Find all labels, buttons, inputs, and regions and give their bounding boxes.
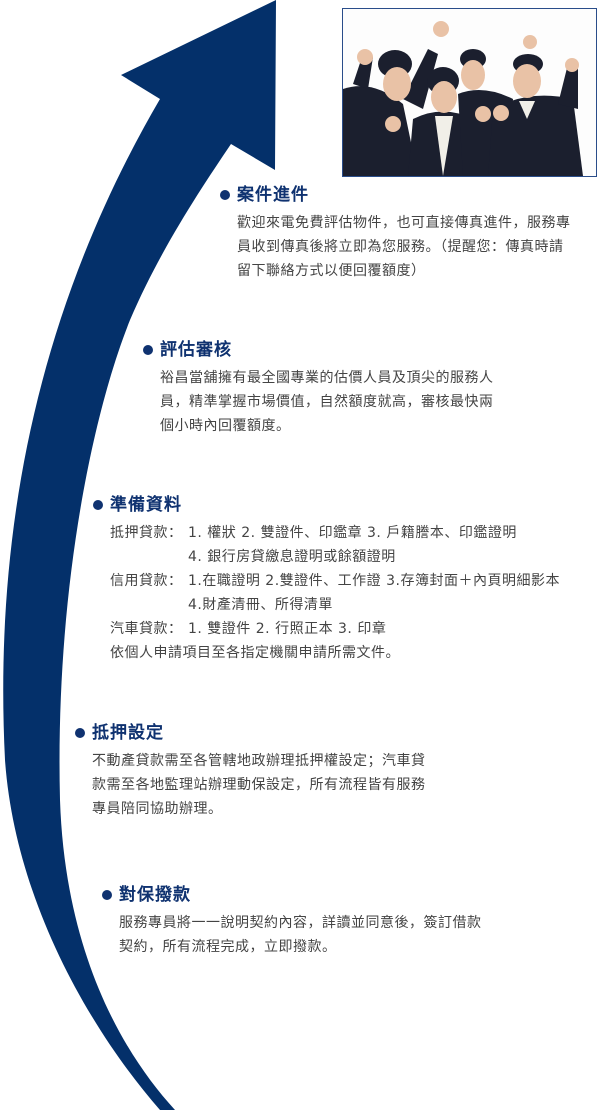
step-text: 契約，所有流程完成，立即撥款。 [119, 939, 337, 955]
step-prepare-documents: 準備資料 抵押貸款： 1. 權狀 2. 雙證件、印鑑章 3. 戶籍謄本、印鑑證明 4… [93, 493, 560, 665]
doc-row-car: 汽車貸款： 1. 雙證件 2. 行照正本 3. 印章 [110, 617, 560, 641]
step-text: 不動產貸款需至各管轄地政辦理抵押權設定；汽車貸 [92, 753, 426, 769]
step-text: 員收到傳真後將立即為您服務。（提醒您：傳真時請 [237, 239, 564, 255]
step-title: 抵押設定 [75, 721, 426, 745]
step-text: 歡迎來電免費評估物件，也可直接傳真進件，服務專 [237, 215, 571, 231]
bullet-icon [102, 890, 112, 900]
doc-row-mortgage: 抵押貸款： 1. 權狀 2. 雙證件、印鑑章 3. 戶籍謄本、印鑑證明 4. 銀行房… [110, 521, 560, 569]
doc-text: 1. 權狀 2. 雙證件、印鑑章 3. 戶籍謄本、印鑑證明 [188, 525, 517, 541]
bullet-icon [220, 190, 230, 200]
step-title-text: 抵押設定 [92, 723, 164, 743]
step-title: 對保撥款 [102, 883, 482, 907]
doc-label: 抵押貸款： [110, 525, 183, 541]
bullet-icon [143, 345, 153, 355]
step-text: 款需至各地監理站辦理動保設定，所有流程皆有服務 [92, 777, 426, 793]
step-text: 留下聯絡方式以便回覆額度） [237, 263, 426, 279]
step-title-text: 準備資料 [110, 495, 182, 515]
doc-footer: 依個人申請項目至各指定機關申請所需文件。 [110, 645, 400, 661]
step-evaluation-review: 評估審核 裕昌當舖擁有最全國專業的估價人員及頂尖的服務人 員，精準掌握市場價值，… [143, 338, 494, 438]
step-title: 案件進件 [220, 183, 571, 207]
step-text: 專員陪同協助辦理。 [92, 801, 223, 817]
doc-text: 1.在職證明 2.雙證件、工作證 3.存簿封面＋內頁明細影本 [188, 573, 560, 589]
doc-row-credit: 信用貸款： 1.在職證明 2.雙證件、工作證 3.存簿封面＋內頁明細影本 4.財產清… [110, 569, 560, 617]
step-title-text: 對保撥款 [119, 885, 191, 905]
doc-text: 4.財產清冊、所得清單 [188, 597, 333, 613]
doc-label: 汽車貸款： [110, 621, 183, 637]
step-text: 員，精準掌握市場價值，自然額度就高，審核最快兩 [160, 394, 494, 410]
step-text: 裕昌當舖擁有最全國專業的估價人員及頂尖的服務人 [160, 370, 494, 386]
step-title: 評估審核 [143, 338, 494, 362]
step-text: 個小時內回覆額度。 [160, 418, 291, 434]
step-case-submission: 案件進件 歡迎來電免費評估物件，也可直接傳真進件，服務專 員收到傳真後將立即為您… [220, 183, 571, 283]
doc-label: 信用貸款： [110, 573, 183, 589]
team-photo [342, 8, 597, 177]
step-title-text: 評估審核 [160, 340, 232, 360]
step-text: 服務專員將一一說明契約內容，詳讀並同意後，簽訂借款 [119, 915, 482, 931]
step-title: 準備資料 [93, 493, 560, 517]
step-mortgage-setup: 抵押設定 不動產貸款需至各管轄地政辦理抵押權設定；汽車貸 款需至各地監理站辦理動… [75, 721, 426, 821]
doc-text: 4. 銀行房貸繳息證明或餘額證明 [188, 549, 396, 565]
bullet-icon [93, 500, 103, 510]
doc-text: 1. 雙證件 2. 行照正本 3. 印章 [188, 621, 387, 637]
step-signing-disbursement: 對保撥款 服務專員將一一說明契約內容，詳讀並同意後，簽訂借款 契約，所有流程完成… [102, 883, 482, 959]
step-title-text: 案件進件 [237, 185, 309, 205]
bullet-icon [75, 728, 85, 738]
